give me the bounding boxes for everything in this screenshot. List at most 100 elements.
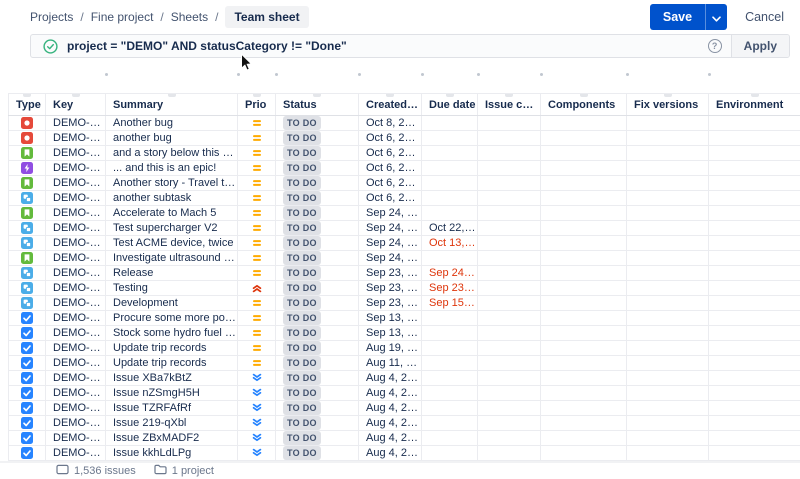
due-date-cell[interactable]	[421, 190, 478, 206]
issue-color-cell[interactable]	[477, 445, 541, 461]
due-date-cell[interactable]: Sep 15, 2021	[421, 295, 478, 311]
due-date-cell[interactable]	[421, 340, 478, 356]
environment-cell[interactable]	[708, 415, 800, 431]
fix-versions-cell[interactable]	[626, 115, 709, 131]
summary-cell[interactable]: Stock some hydro fuel cells	[105, 325, 238, 341]
breadcrumb-projects[interactable]: Projects	[30, 10, 74, 24]
apply-button[interactable]: Apply	[730, 35, 789, 57]
type-cell[interactable]	[8, 160, 46, 176]
summary-cell[interactable]: and a story below this epic	[105, 145, 238, 161]
save-button[interactable]: Save	[649, 4, 706, 30]
issue-color-cell[interactable]	[477, 385, 541, 401]
created-date-cell[interactable]: Aug 4, 2021	[358, 400, 422, 416]
summary-cell[interactable]: Issue kkhLdLPg	[105, 445, 238, 461]
issue-key-cell[interactable]: DEMO-1555	[45, 115, 106, 131]
issue-key-cell[interactable]: DEMO-1544	[45, 250, 106, 266]
components-cell[interactable]	[540, 250, 627, 266]
summary-cell[interactable]: Investigate ultrasound speedometer !	[105, 250, 238, 266]
summary-cell[interactable]: another subtask	[105, 190, 238, 206]
created-date-cell[interactable]: Sep 13, 2021	[358, 310, 422, 326]
due-date-cell[interactable]	[421, 400, 478, 416]
type-cell[interactable]	[8, 235, 46, 251]
issue-key-cell[interactable]: DEMO-1538	[45, 310, 106, 326]
type-cell[interactable]	[8, 340, 46, 356]
type-cell[interactable]	[8, 445, 46, 461]
fix-versions-cell[interactable]	[626, 310, 709, 326]
type-cell[interactable]	[8, 325, 46, 341]
priority-cell[interactable]	[237, 265, 276, 281]
fix-versions-cell[interactable]	[626, 205, 709, 221]
priority-cell[interactable]	[237, 220, 276, 236]
created-date-cell[interactable]: Aug 4, 2021	[358, 385, 422, 401]
priority-cell[interactable]	[237, 445, 276, 461]
components-cell[interactable]	[540, 370, 627, 386]
type-cell[interactable]	[8, 370, 46, 386]
type-cell[interactable]	[8, 355, 46, 371]
issue-color-cell[interactable]	[477, 235, 541, 251]
issue-color-cell[interactable]	[477, 400, 541, 416]
type-cell[interactable]	[8, 220, 46, 236]
issue-color-cell[interactable]	[477, 145, 541, 161]
environment-cell[interactable]	[708, 400, 800, 416]
priority-cell[interactable]	[237, 430, 276, 446]
created-date-cell[interactable]: Sep 24, 2021	[358, 250, 422, 266]
table-row[interactable]: DEMO-1544 Investigate ultrasound speedom…	[8, 250, 800, 266]
components-cell[interactable]	[540, 415, 627, 431]
issue-color-cell[interactable]	[477, 370, 541, 386]
created-date-cell[interactable]: Sep 24, 2021	[358, 235, 422, 251]
fix-versions-cell[interactable]	[626, 130, 709, 146]
column-resize-dot[interactable]	[237, 73, 240, 76]
status-cell[interactable]: TO DO	[275, 355, 359, 371]
table-row[interactable]: DEMO-1538 Procure some more portal fluid…	[8, 310, 800, 326]
fix-versions-cell[interactable]	[626, 340, 709, 356]
priority-cell[interactable]	[237, 130, 276, 146]
table-row[interactable]: DEMO-1541 Release TO DO Sep 23, 2021 Sep…	[8, 265, 800, 281]
status-cell[interactable]: TO DO	[275, 130, 359, 146]
summary-cell[interactable]: Another story - Travel to Mars, quic...	[105, 175, 238, 191]
summary-cell[interactable]: another bug	[105, 130, 238, 146]
summary-cell[interactable]: Test ACME device, twice	[105, 235, 238, 251]
issue-color-cell[interactable]	[477, 265, 541, 281]
issue-key-cell[interactable]: DEMO-1554	[45, 130, 106, 146]
created-date-cell[interactable]: Aug 4, 2021	[358, 430, 422, 446]
created-date-cell[interactable]: Aug 19, 2021	[358, 340, 422, 356]
table-row[interactable]: DEMO-1547 Accelerate to Mach 5 TO DO Sep…	[8, 205, 800, 221]
issue-key-cell[interactable]: DEMO-1545	[45, 235, 106, 251]
environment-cell[interactable]	[708, 280, 800, 296]
priority-cell[interactable]	[237, 355, 276, 371]
components-cell[interactable]	[540, 340, 627, 356]
environment-cell[interactable]	[708, 295, 800, 311]
type-cell[interactable]	[8, 175, 46, 191]
summary-cell[interactable]: Accelerate to Mach 5	[105, 205, 238, 221]
status-cell[interactable]: TO DO	[275, 325, 359, 341]
issue-key-cell[interactable]: DEMO-1531	[45, 385, 106, 401]
column-header-key[interactable]: Key	[45, 93, 106, 116]
summary-cell[interactable]: Release	[105, 265, 238, 281]
jql-query-input[interactable]: project = "DEMO" AND statusCategory != "…	[67, 39, 347, 53]
table-row[interactable]: DEMO-1537 Stock some hydro fuel cells TO…	[8, 325, 800, 341]
type-cell[interactable]	[8, 190, 46, 206]
status-cell[interactable]: TO DO	[275, 175, 359, 191]
status-cell[interactable]: TO DO	[275, 265, 359, 281]
environment-cell[interactable]	[708, 130, 800, 146]
type-cell[interactable]	[8, 310, 46, 326]
table-row[interactable]: DEMO-1530 Issue TZRFAfRf TO DO Aug 4, 20…	[8, 400, 800, 416]
components-cell[interactable]	[540, 310, 627, 326]
due-date-cell[interactable]	[421, 205, 478, 221]
due-date-cell[interactable]	[421, 130, 478, 146]
priority-cell[interactable]	[237, 385, 276, 401]
issue-color-cell[interactable]	[477, 295, 541, 311]
due-date-cell[interactable]	[421, 370, 478, 386]
table-row[interactable]: DEMO-1534 Update trip records TO DO Aug …	[8, 340, 800, 356]
table-row[interactable]: DEMO-1532 Issue XBa7kBtZ TO DO Aug 4, 20…	[8, 370, 800, 386]
fix-versions-cell[interactable]	[626, 415, 709, 431]
fix-versions-cell[interactable]	[626, 190, 709, 206]
column-header-created-date[interactable]: Created date	[358, 93, 422, 116]
status-cell[interactable]: TO DO	[275, 235, 359, 251]
due-date-cell[interactable]	[421, 385, 478, 401]
priority-cell[interactable]	[237, 250, 276, 266]
issue-color-cell[interactable]	[477, 280, 541, 296]
environment-cell[interactable]	[708, 220, 800, 236]
fix-versions-cell[interactable]	[626, 220, 709, 236]
column-resize-dot[interactable]	[275, 73, 278, 76]
